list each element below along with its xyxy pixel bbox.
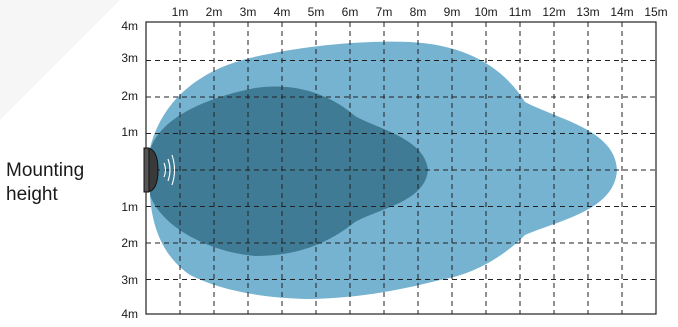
y-tick-label-upper: 2m [121, 89, 138, 103]
y-tick-label-upper: 4m [121, 19, 138, 33]
x-tick-label: 14m [610, 5, 633, 19]
x-tick-label: 2m [206, 5, 223, 19]
background-decoration [0, 0, 120, 120]
x-tick-label: 5m [308, 5, 325, 19]
y-tick-label-upper: 1m [121, 125, 138, 139]
x-tick-label: 13m [576, 5, 599, 19]
x-tick-label: 7m [376, 5, 393, 19]
x-axis-labels: 1m 2m 3m 4m 5m 6m 7m 8m 9m 10m 11m 12m 13m 14m 15m [172, 5, 668, 19]
y-tick-label-lower: 1m [121, 200, 138, 214]
x-tick-label: 8m [410, 5, 427, 19]
x-tick-label: 3m [240, 5, 257, 19]
grid [146, 22, 656, 314]
x-tick-label: 10m [474, 5, 497, 19]
mounting-height-label-line1: Mounting [6, 160, 84, 181]
x-tick-label: 1m [172, 5, 189, 19]
x-tick-label: 12m [542, 5, 565, 19]
mounting-height-label-line2: height [6, 184, 58, 205]
y-tick-label-upper: 3m [121, 51, 138, 65]
x-tick-label: 6m [342, 5, 359, 19]
x-tick-label: 15m [644, 5, 667, 19]
x-tick-label: 4m [274, 5, 291, 19]
y-tick-label-lower: 3m [121, 273, 138, 287]
y-axis-labels: 4m 3m 2m 1m 1m 2m 3m 4m [121, 19, 138, 321]
x-tick-label: 9m [444, 5, 461, 19]
y-tick-label-lower: 4m [121, 307, 138, 321]
y-tick-label-lower: 2m [121, 236, 138, 250]
sensor-waves-icon [163, 154, 176, 186]
inner-detection-zone [150, 86, 428, 256]
sensor-device [143, 147, 159, 193]
x-tick-label: 11m [509, 5, 531, 19]
